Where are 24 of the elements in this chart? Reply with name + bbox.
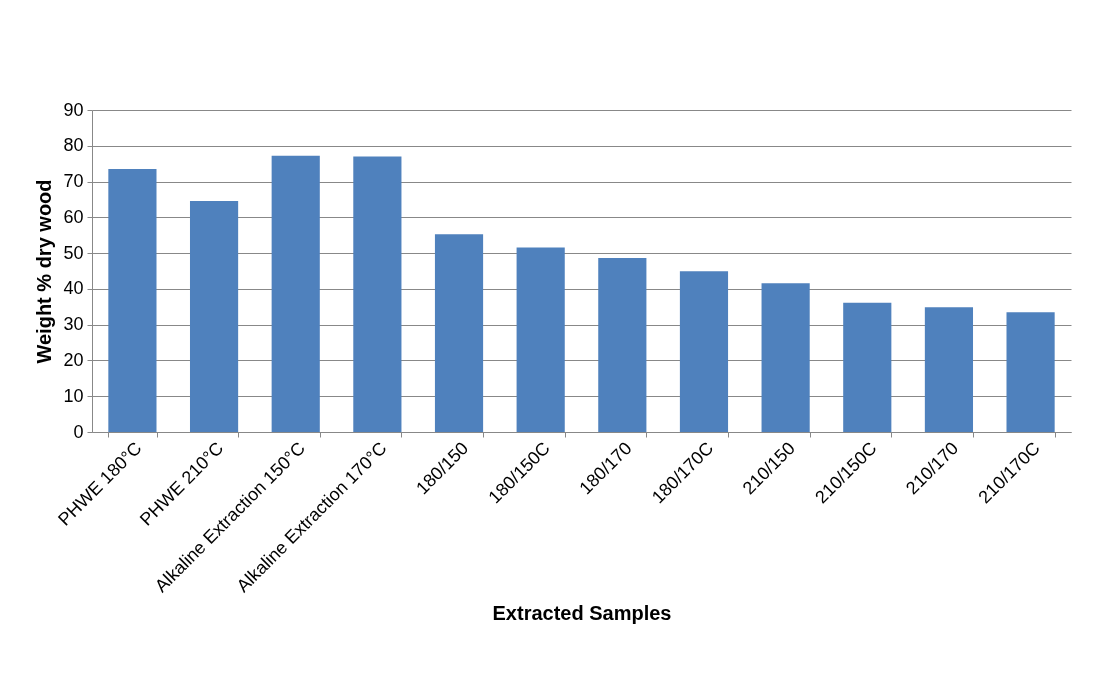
- bar: [516, 247, 565, 432]
- bar: [598, 258, 647, 432]
- y-tick-label: 40: [63, 278, 84, 299]
- bar: [1006, 312, 1055, 432]
- y-tick-label: 20: [63, 349, 84, 370]
- bar: [434, 234, 484, 432]
- bar: [924, 307, 974, 432]
- y-tick-label: 80: [63, 135, 84, 156]
- y-tick-label: 50: [63, 242, 84, 263]
- y-tick-label: 90: [63, 99, 84, 120]
- y-tick-label: 0: [73, 421, 84, 442]
- bar: [189, 200, 239, 432]
- y-axis-title: Weight % dry wood: [33, 179, 56, 364]
- bar: [843, 302, 892, 432]
- y-tick-label: 70: [63, 171, 84, 192]
- bar: [108, 169, 157, 432]
- bar: [353, 156, 402, 432]
- y-tick-label: 10: [63, 385, 84, 406]
- y-tick-label: 60: [63, 206, 84, 227]
- bar: [271, 155, 320, 432]
- bar: [679, 271, 729, 432]
- x-axis-title: Extracted Samples: [492, 601, 672, 624]
- y-tick-label: 30: [63, 314, 84, 335]
- bar: [761, 283, 810, 432]
